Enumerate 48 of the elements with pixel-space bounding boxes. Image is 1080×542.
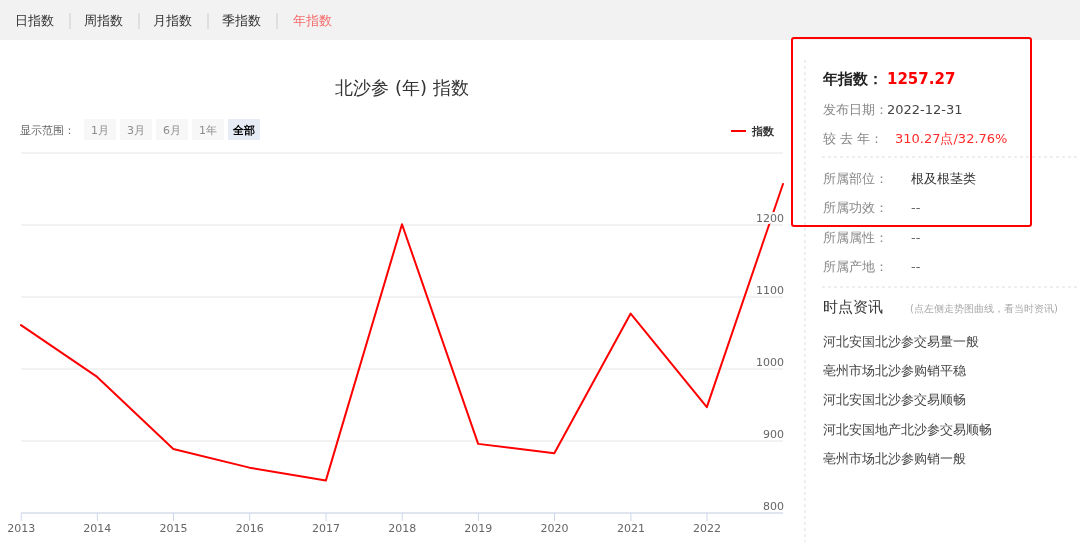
text: 显示范围： bbox=[20, 124, 75, 137]
text: 6月 bbox=[163, 124, 181, 137]
text: 2022-12-31 bbox=[887, 102, 963, 117]
x-tick-label: 2013 bbox=[7, 522, 36, 535]
text: 根及根茎类 bbox=[911, 171, 976, 186]
text: 1年 bbox=[199, 124, 217, 137]
text: 所属部位： bbox=[823, 171, 888, 186]
x-tick-label: 2019 bbox=[464, 522, 493, 535]
text: -- bbox=[911, 200, 921, 215]
y-tick-label: 1100 bbox=[756, 284, 784, 297]
text: 季指数 bbox=[222, 13, 261, 28]
text: -- bbox=[911, 230, 921, 245]
text: 所属产地： bbox=[823, 259, 888, 274]
text: (点左侧走势图曲线，看当时资讯) bbox=[910, 303, 1058, 314]
text: 发布日期： bbox=[823, 102, 888, 117]
text: -- bbox=[911, 259, 921, 274]
x-tick-label: 2016 bbox=[235, 522, 264, 535]
text: 3月 bbox=[127, 124, 145, 137]
text: 所属属性： bbox=[823, 230, 888, 245]
text: 河北安国地产北沙参交易顺畅 bbox=[823, 422, 992, 437]
y-tick-label: 900 bbox=[763, 428, 784, 441]
x-tick-label: 2020 bbox=[540, 522, 569, 535]
text: 年指数 bbox=[293, 13, 332, 28]
text: 时点资讯 bbox=[823, 298, 883, 316]
text: 310.27点/32.76% bbox=[895, 131, 1008, 146]
text: 较 去 年： bbox=[823, 131, 884, 146]
text: 亳州市场北沙参购销平稳 bbox=[823, 363, 966, 378]
text: 月指数 bbox=[153, 13, 192, 28]
x-tick-label: 2017 bbox=[312, 522, 341, 535]
x-tick-label: 2015 bbox=[159, 522, 188, 535]
text: 1257.27 bbox=[887, 70, 956, 88]
x-tick-label: 2022 bbox=[693, 522, 722, 535]
text: 周指数 bbox=[84, 13, 123, 28]
text: 1月 bbox=[91, 124, 109, 137]
x-tick-label: 2021 bbox=[616, 522, 645, 535]
legend-label: 指数 bbox=[751, 125, 775, 138]
text: 年指数： bbox=[822, 70, 883, 88]
y-tick-label: 800 bbox=[763, 500, 784, 513]
text: 亳州市场北沙参购销一般 bbox=[823, 451, 966, 466]
text: 河北安国北沙参交易量一般 bbox=[823, 334, 979, 349]
x-tick-label: 2018 bbox=[388, 522, 417, 535]
text: 所属功效： bbox=[823, 200, 888, 215]
x-tick-label: 2014 bbox=[83, 522, 112, 535]
text: 河北安国北沙参交易顺畅 bbox=[823, 392, 966, 407]
chart-title: 北沙参 (年) 指数 bbox=[335, 77, 469, 98]
text: 日指数 bbox=[15, 13, 54, 28]
text: 全部 bbox=[232, 124, 255, 137]
y-tick-label: 1000 bbox=[756, 356, 784, 369]
